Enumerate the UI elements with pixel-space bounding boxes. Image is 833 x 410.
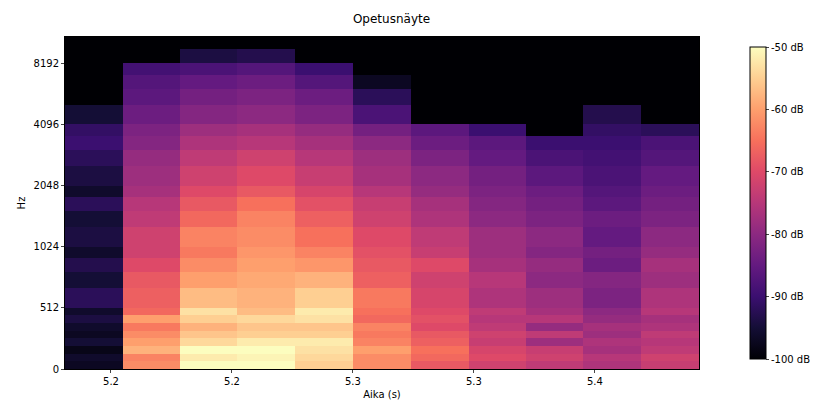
svg-text:-90 dB: -90 dB <box>771 291 804 302</box>
svg-text:0: 0 <box>53 364 59 375</box>
svg-text:-60 dB: -60 dB <box>771 104 804 115</box>
svg-text:1024: 1024 <box>34 241 59 252</box>
svg-text:512: 512 <box>40 302 59 313</box>
svg-text:5.3: 5.3 <box>345 376 361 387</box>
svg-text:Opetusnäyte: Opetusnäyte <box>353 12 430 26</box>
svg-text:Hz: Hz <box>16 197 27 210</box>
svg-text:Aika (s): Aika (s) <box>363 389 401 400</box>
svg-text:-50 dB: -50 dB <box>771 42 804 53</box>
svg-text:-100 dB: -100 dB <box>771 354 810 365</box>
svg-text:5.4: 5.4 <box>587 376 603 387</box>
svg-text:-80 dB: -80 dB <box>771 229 804 240</box>
svg-text:5.3: 5.3 <box>466 376 482 387</box>
svg-text:8192: 8192 <box>34 58 59 69</box>
svg-text:4096: 4096 <box>34 119 59 130</box>
svg-text:2048: 2048 <box>34 180 59 191</box>
svg-text:-70 dB: -70 dB <box>771 166 804 177</box>
svg-text:5.2: 5.2 <box>224 376 240 387</box>
svg-text:5.2: 5.2 <box>103 376 119 387</box>
